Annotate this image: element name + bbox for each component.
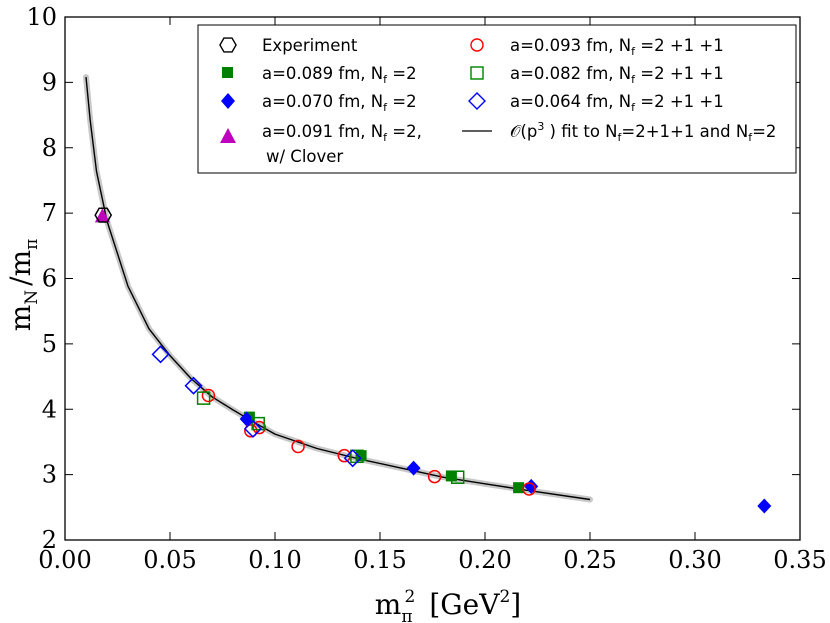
circle-open-marker-icon xyxy=(470,38,484,52)
x-tick-label: 0.05 xyxy=(143,546,196,574)
legend-box xyxy=(197,24,797,174)
y-tick-label: 2 xyxy=(42,526,57,554)
axis-ticks xyxy=(64,16,801,541)
circle-open-marker xyxy=(252,420,266,435)
legend-label-fit: 𝒪(p3 ) fit to Nf=2+1+1 and Nf=2 xyxy=(510,120,776,144)
diamond-open-marker xyxy=(343,449,362,468)
y-axis-label: mN/mπ xyxy=(4,239,42,332)
y-tick-label: 7 xyxy=(42,199,57,227)
legend-label-a093: a=0.093 fm, Nf =2 +1 +1 xyxy=(510,36,724,58)
legend-entry-a070: a=0.070 fm, Nf =2 xyxy=(221,92,417,114)
x-tick-label: 0.20 xyxy=(458,546,511,574)
legend-entry-experiment: Experiment xyxy=(219,36,358,55)
circle-open-marker xyxy=(244,424,258,438)
x-tick-label: 0.15 xyxy=(353,546,406,574)
legend-entry-a064: a=0.064 fm, Nf =2 +1 +1 xyxy=(468,92,724,114)
y-tick-label: 3 xyxy=(42,461,57,489)
diamond-open-marker xyxy=(184,376,203,395)
hexagon-open-marker-icon xyxy=(219,37,237,53)
diamond-filled-marker xyxy=(757,498,772,514)
legend-label-a082: a=0.082 fm, Nf =2 +1 +1 xyxy=(510,64,724,86)
x-tick-label: 0.30 xyxy=(668,546,721,574)
hexagon-open-marker xyxy=(94,207,113,223)
y-tick-labels: 2 3 4 5 6 7 8 9 10 xyxy=(26,3,57,554)
diamond-open-marker xyxy=(151,345,170,364)
legend-label-a089: a=0.089 fm, Nf =2 xyxy=(262,64,417,86)
y-tick-label: 9 xyxy=(42,68,57,96)
y-tick-label: 8 xyxy=(42,134,57,162)
square-open-marker xyxy=(196,391,211,405)
diamond-open-marker xyxy=(243,419,263,438)
circle-open-marker xyxy=(522,482,536,496)
legend-entry-a082: a=0.082 fm, Nf =2 +1 +1 xyxy=(470,64,724,86)
x-tick-label: 0.00 xyxy=(38,546,91,574)
diamond-filled-marker-icon xyxy=(221,93,235,109)
square-open-marker xyxy=(251,416,265,431)
legend-label-a064: a=0.064 fm, Nf =2 +1 +1 xyxy=(510,92,724,114)
legend-label-experiment: Experiment xyxy=(262,36,358,55)
legend-label-a070: a=0.070 fm, Nf =2 xyxy=(262,92,417,114)
square-filled-marker xyxy=(513,482,525,494)
y-tick-label: 6 xyxy=(42,265,57,293)
data-markers xyxy=(94,207,772,514)
x-tick-label: 0.35 xyxy=(773,546,826,574)
y-tick-label: 5 xyxy=(42,330,57,358)
square-open-marker xyxy=(450,470,465,484)
x-tick-labels: 0.00 0.05 0.10 0.15 0.20 0.25 0.30 0.35 xyxy=(38,546,826,574)
x-axis-label: mπ2 [GeV2] xyxy=(375,587,521,623)
legend-entry-a093: a=0.093 fm, Nf =2 +1 +1 xyxy=(470,36,724,58)
square-filled-marker-icon xyxy=(222,67,233,78)
square-open-marker-icon xyxy=(470,66,484,80)
triangle-filled-marker xyxy=(94,208,110,223)
y-tick-label: 10 xyxy=(26,3,57,31)
legend-entry-a089: a=0.089 fm, Nf =2 xyxy=(222,64,417,86)
triangle-filled-marker-icon xyxy=(220,128,236,143)
legend-label-a091: a=0.091 fm, Nf =2, xyxy=(262,122,422,144)
x-tick-label: 0.25 xyxy=(563,546,616,574)
x-tick-label: 0.10 xyxy=(248,546,301,574)
legend-entry-fit: 𝒪(p3 ) fit to Nf=2+1+1 and Nf=2 xyxy=(462,120,776,144)
diamond-open-marker-icon xyxy=(468,92,486,110)
legend-label-a091-line2: w/ Clover xyxy=(266,147,343,166)
legend-entry-a091: a=0.091 fm, Nf =2, w/ Clover xyxy=(220,122,422,166)
square-filled-marker xyxy=(355,450,367,462)
diamond-filled-marker xyxy=(406,460,421,476)
legend: Experiment a=0.089 fm, Nf =2 a=0.070 fm,… xyxy=(197,24,797,174)
circle-open-marker xyxy=(201,388,216,403)
y-tick-label: 4 xyxy=(42,395,57,423)
circle-open-marker xyxy=(427,469,442,484)
circle-open-marker xyxy=(291,439,305,454)
